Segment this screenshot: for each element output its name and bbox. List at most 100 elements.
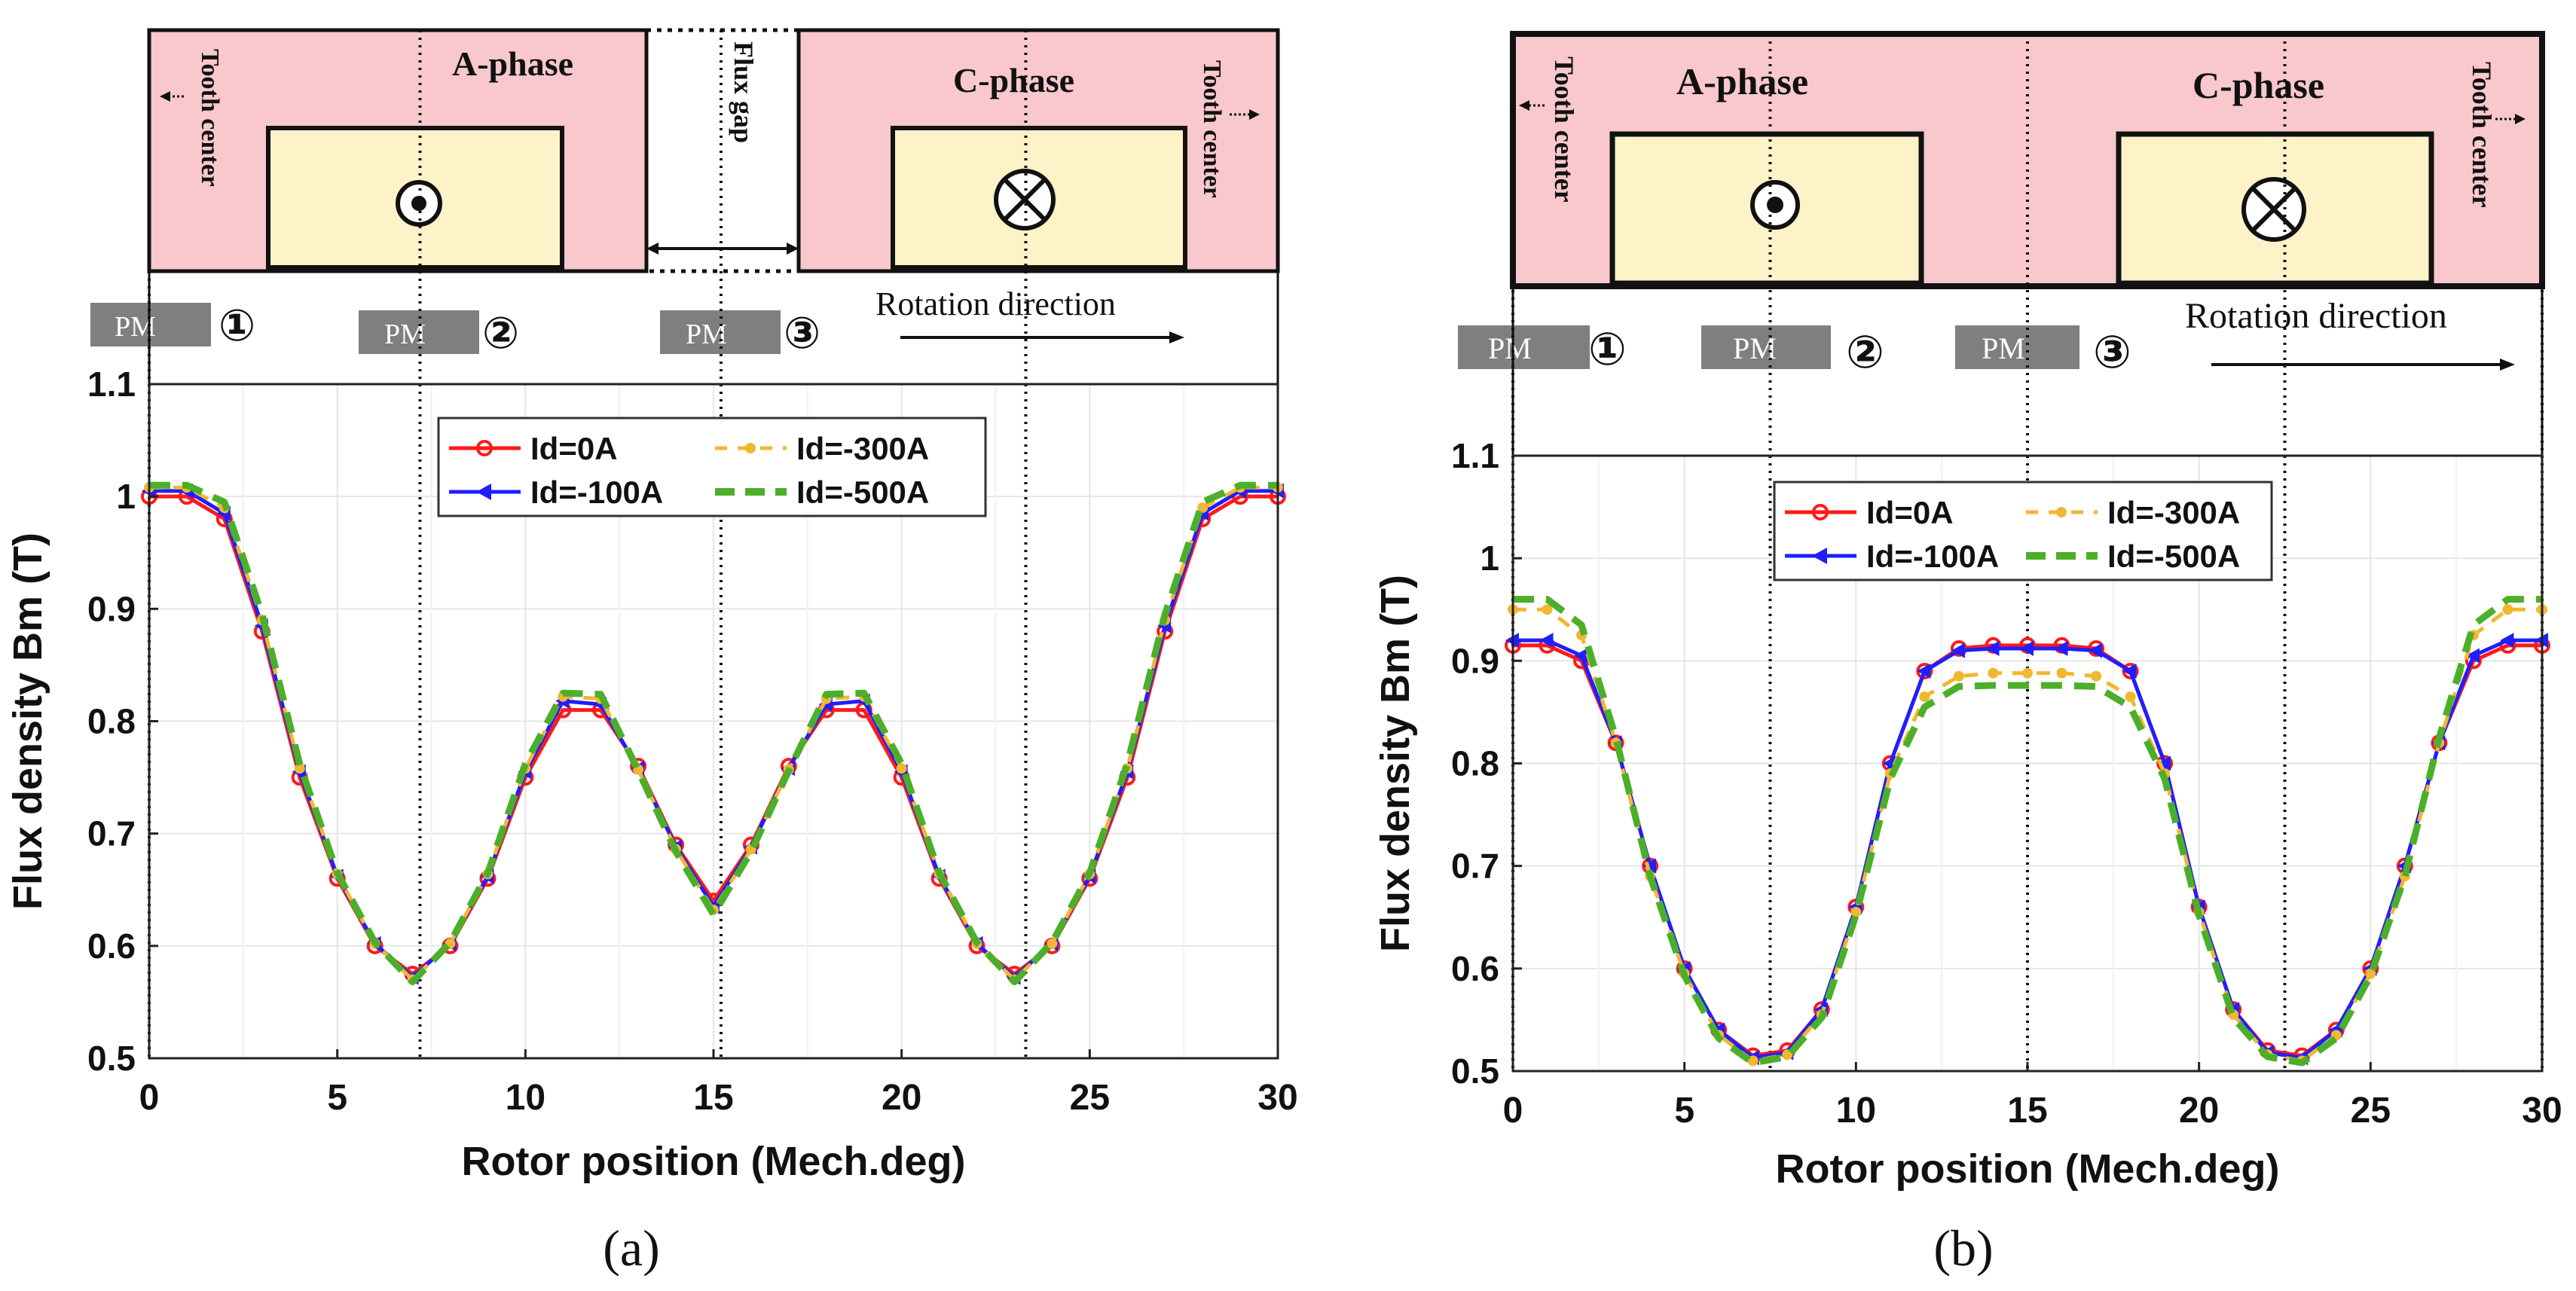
data-point: [2502, 604, 2513, 615]
tooth-center-right: Tooth center: [2467, 62, 2497, 208]
y-axis-label: Flux density Bm (T): [5, 533, 50, 910]
data-point: [1988, 667, 1999, 679]
data-point: [1047, 938, 1058, 949]
tooth-center-arrow-left: [1519, 100, 1545, 111]
pm-number-2: ②: [482, 309, 519, 358]
y-tick-label: 0.7: [1451, 847, 1499, 886]
data-point: [2157, 755, 2171, 771]
legend-box: [437, 417, 987, 517]
pm-number-3: ③: [2093, 327, 2131, 377]
tooth-center-left: Tooth center: [196, 49, 224, 187]
x-tick-label: 10: [1836, 1091, 1876, 1131]
phase-label-right: C-phase: [953, 61, 1074, 99]
pm-number-3: ③: [784, 309, 820, 358]
legend-marker: [476, 440, 493, 456]
data-point: [2054, 640, 2068, 656]
coil-b-c-phase: [2116, 131, 2434, 286]
chart-a: 0 5 10 15 20 25 30 0.5 0.6 0.7 0.8 0.9 1 1.1 Rotor pos…: [5, 30, 1298, 1184]
x-tick-label: 10: [506, 1078, 545, 1118]
x-tick-label: 5: [1674, 1091, 1694, 1131]
x-tick-label: 30: [1257, 1078, 1297, 1118]
tooth-center-arrow-right: [2495, 114, 2526, 124]
x-tick-label: 0: [1503, 1091, 1523, 1131]
legend-marker: [745, 443, 756, 453]
current-out-icon: [1750, 180, 1800, 230]
flux-gap-arrow: [646, 243, 799, 255]
legend-box: [1773, 481, 2273, 581]
pm-block-1: PM ①: [90, 301, 255, 350]
data-point: [1953, 670, 1964, 682]
y-tick-label: 1.1: [87, 365, 136, 404]
current-in-icon: [2241, 177, 2306, 242]
pm-block-3: PM ③: [660, 309, 820, 358]
legend-label: Id=-500A: [2107, 539, 2240, 574]
pm-number-2: ②: [1846, 327, 1884, 377]
phase-label-right: C-phase: [2193, 64, 2324, 106]
data-point: [2122, 663, 2137, 679]
tooth-center-arrow-left: [160, 91, 184, 102]
legend: Id=0A Id=-300A Id=-100A Id=-500A: [437, 417, 987, 517]
legend-marker: [2056, 507, 2067, 517]
legend-label: Id=-500A: [796, 475, 929, 510]
data-point: [1747, 1055, 1759, 1067]
pm-block-1: PM ①: [1458, 324, 1627, 374]
data-point: [1917, 663, 1931, 679]
diagram-a: A-phase C-phase Tooth center Tooth cente…: [90, 28, 1280, 384]
data-point: [1985, 640, 2000, 656]
legend-marker: [476, 484, 491, 500]
rotation-direction-label: Rotation direction: [875, 285, 1116, 322]
y-axis-label: Flux density Bm (T): [1373, 575, 1418, 952]
legend-label: Id=-300A: [2107, 495, 2240, 530]
y-tick-label: 0.7: [87, 814, 136, 853]
pm-block-3: PM ③: [1955, 325, 2131, 377]
x-tick-label: 0: [139, 1078, 160, 1118]
data-point: [1197, 502, 1209, 514]
legend-label: Id=0A: [530, 431, 618, 466]
y-tick-label: 0.6: [1451, 949, 1499, 988]
diagram-b: A-phase C-phase Tooth center Tooth cente…: [1458, 31, 2545, 456]
y-tick-label: 1.1: [1451, 436, 1499, 475]
legend-marker: [1812, 504, 1829, 520]
pm-block-2: PM ②: [359, 309, 519, 358]
tooth-center-left: Tooth center: [1549, 56, 1579, 203]
x-tick-label: 5: [327, 1078, 347, 1118]
x-tick-label: 15: [693, 1078, 733, 1118]
legend-label: Id=-100A: [1866, 539, 1999, 574]
legend-label: Id=-100A: [530, 475, 663, 510]
phase-label-left: A-phase: [1676, 60, 1808, 102]
y-tick-label: 1: [1480, 539, 1499, 578]
data-point: [1542, 604, 1553, 615]
tooth-center-arrow-right: [1230, 109, 1260, 120]
panel-label-a: (a): [603, 1219, 659, 1277]
data-point: [1539, 633, 1554, 649]
x-axis-label: Rotor position (Mech.deg): [462, 1139, 966, 1184]
legend-label: Id=-300A: [796, 431, 929, 466]
rotation-arrow: [2211, 359, 2515, 371]
data-point: [2056, 667, 2067, 679]
data-point: [1919, 691, 1930, 702]
rotation-direction-label: Rotation direction: [2185, 296, 2447, 336]
x-tick-label: 25: [1070, 1078, 1110, 1118]
x-tick-label: 15: [2007, 1091, 2047, 1131]
data-point: [2125, 691, 2136, 702]
y-tick-label: 0.8: [87, 702, 136, 741]
data-point: [2020, 640, 2034, 656]
y-tick-label: 0.8: [1451, 744, 1499, 783]
x-tick-label: 25: [2351, 1091, 2391, 1131]
y-tick-label: 0.6: [87, 926, 136, 966]
legend-marker: [1812, 548, 1827, 564]
x-axis-label: Rotor position (Mech.deg): [1776, 1146, 2280, 1192]
series-line-4: [149, 481, 1278, 986]
data-point: [896, 763, 907, 774]
data-point: [2091, 670, 2102, 682]
chart-b: 0 5 10 15 20 25 30 0.5 0.6 0.7 0.8 0.9 1 1.1 Rotor pos…: [1373, 34, 2562, 1192]
pm-number-1: ①: [218, 301, 255, 350]
svg-text:PM: PM: [384, 319, 426, 350]
legend: Id=0A Id=-300A Id=-100A Id=-500A: [1773, 481, 2273, 581]
y-tick-label: 1: [116, 477, 136, 516]
data-point: [1850, 906, 1862, 917]
flux-gap-label: Flux gap: [729, 41, 759, 143]
data-point: [1574, 648, 1588, 664]
y-tick-label: 0.9: [87, 589, 136, 628]
